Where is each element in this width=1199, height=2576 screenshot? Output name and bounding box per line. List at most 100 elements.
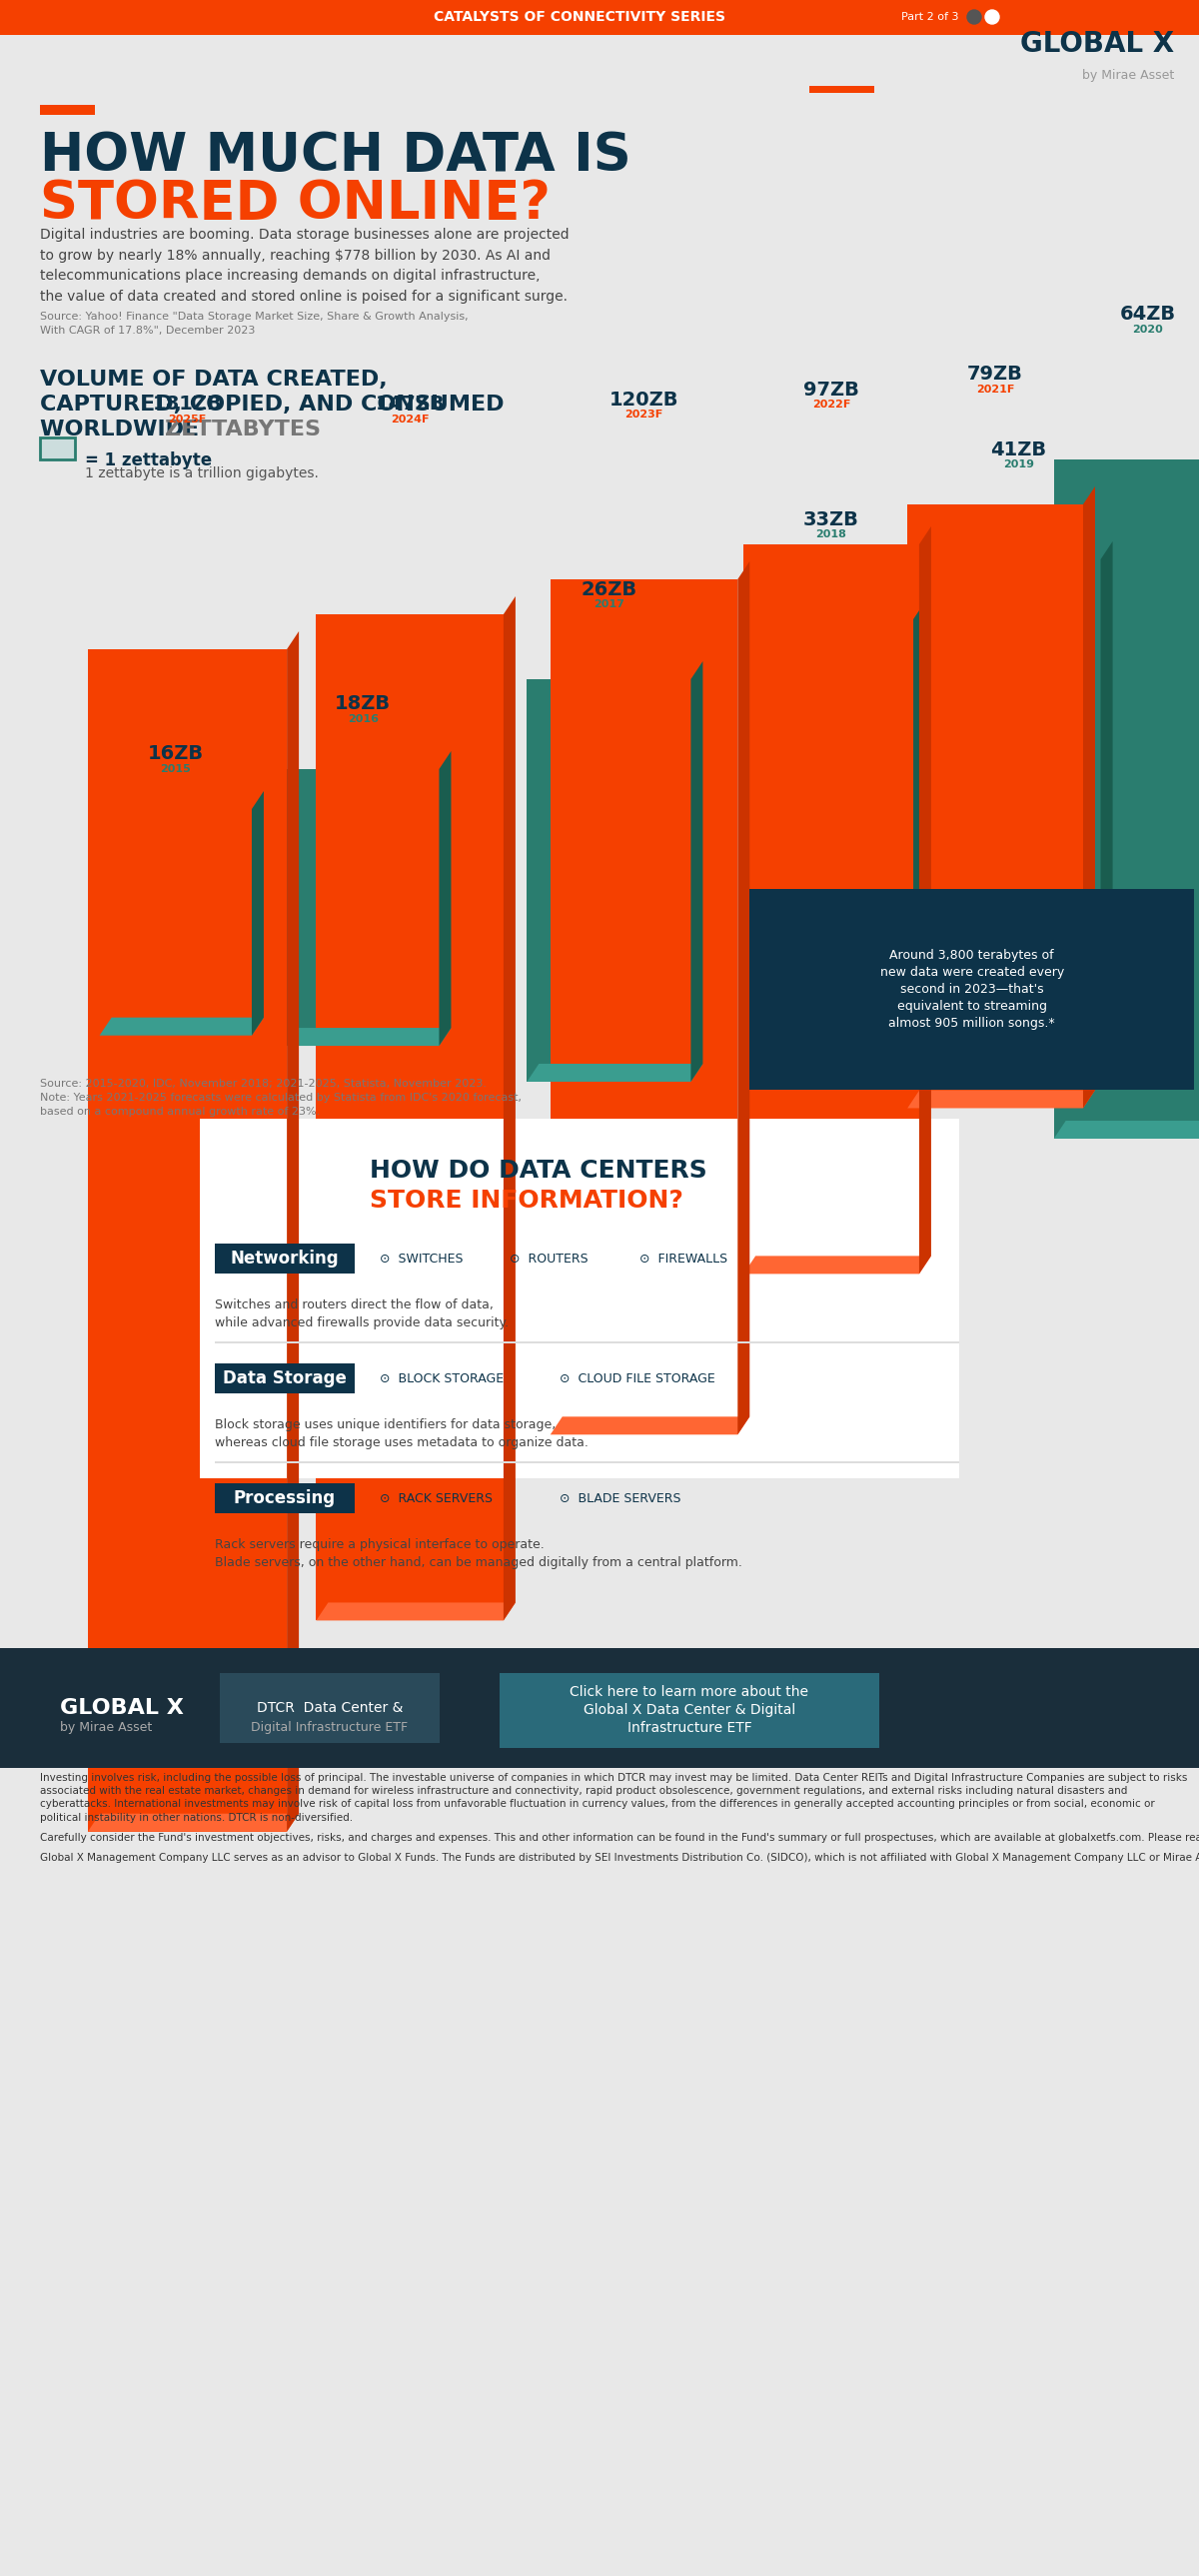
Polygon shape xyxy=(317,1602,516,1620)
Bar xyxy=(743,544,920,1275)
Bar xyxy=(287,770,439,1046)
Bar xyxy=(88,649,287,1832)
Polygon shape xyxy=(737,562,749,1435)
Text: 2017: 2017 xyxy=(594,600,625,611)
Bar xyxy=(500,1672,879,1749)
Text: Processing: Processing xyxy=(234,1489,336,1507)
Text: = 1 zettabyte: = 1 zettabyte xyxy=(85,451,212,469)
Text: 18ZB: 18ZB xyxy=(335,696,391,714)
Bar xyxy=(40,438,74,459)
Text: Switches and routers direct the flow of data,
while advanced firewalls provide d: Switches and routers direct the flow of … xyxy=(215,1298,508,1329)
Polygon shape xyxy=(908,1090,1095,1108)
Text: 26ZB: 26ZB xyxy=(580,580,637,598)
Bar xyxy=(550,580,737,1435)
Text: Rack servers require a physical interface to operate.
Blade servers, on the othe: Rack servers require a physical interfac… xyxy=(215,1538,742,1569)
Circle shape xyxy=(986,10,999,23)
Text: 33ZB: 33ZB xyxy=(803,510,860,528)
Text: Investing involves risk, including the possible loss of principal. The investabl: Investing involves risk, including the p… xyxy=(40,1772,1187,1821)
Polygon shape xyxy=(1083,487,1095,1108)
Text: 2025F: 2025F xyxy=(168,415,206,425)
Text: Networking: Networking xyxy=(230,1249,339,1267)
Text: Digital Infrastructure ETF: Digital Infrastructure ETF xyxy=(252,1721,408,1734)
Text: 2022F: 2022F xyxy=(812,399,850,410)
Polygon shape xyxy=(1101,541,1113,1061)
Polygon shape xyxy=(252,791,264,1036)
Polygon shape xyxy=(920,526,932,1275)
Circle shape xyxy=(968,10,981,23)
Text: Data Storage: Data Storage xyxy=(223,1370,347,1388)
Text: GLOBAL X: GLOBAL X xyxy=(60,1698,183,1718)
Polygon shape xyxy=(743,1257,932,1275)
Text: Source: 2015-2020, IDC, November 2018; 2021-2025, Statista, November 2023.
Note:: Source: 2015-2020, IDC, November 2018; 2… xyxy=(40,1079,522,1118)
Text: STORE INFORMATION?: STORE INFORMATION? xyxy=(369,1188,683,1213)
Bar xyxy=(200,1118,959,1479)
Text: Around 3,800 terabytes of
new data were created every
second in 2023—that's
equi: Around 3,800 terabytes of new data were … xyxy=(880,948,1064,1030)
Bar xyxy=(749,618,914,1072)
Text: 181ZB: 181ZB xyxy=(152,394,222,415)
Text: VOLUME OF DATA CREATED,: VOLUME OF DATA CREATED, xyxy=(40,368,387,389)
Bar xyxy=(0,0,1199,36)
Polygon shape xyxy=(526,1064,703,1082)
Text: by Mirae Asset: by Mirae Asset xyxy=(1081,70,1174,82)
Polygon shape xyxy=(88,1814,299,1832)
Polygon shape xyxy=(691,662,703,1082)
Text: 97ZB: 97ZB xyxy=(803,381,860,399)
Text: ⊙  FIREWALLS: ⊙ FIREWALLS xyxy=(639,1252,728,1265)
Text: 120ZB: 120ZB xyxy=(609,389,679,410)
Polygon shape xyxy=(439,752,451,1046)
Text: by Mirae Asset: by Mirae Asset xyxy=(60,1721,152,1734)
Text: 2015: 2015 xyxy=(161,765,191,775)
Text: 16ZB: 16ZB xyxy=(147,744,204,762)
Polygon shape xyxy=(287,1028,451,1046)
Polygon shape xyxy=(287,631,299,1832)
Polygon shape xyxy=(504,595,516,1620)
Bar xyxy=(100,809,252,1036)
Text: Block storage uses unique identifiers for data storage,
whereas cloud file stora: Block storage uses unique identifiers fo… xyxy=(215,1419,589,1450)
Bar xyxy=(215,1363,355,1394)
Text: 2020: 2020 xyxy=(1132,325,1163,335)
Text: 64ZB: 64ZB xyxy=(1120,304,1175,325)
Bar xyxy=(40,106,95,116)
Text: 2024F: 2024F xyxy=(391,415,429,425)
Bar xyxy=(219,1672,440,1744)
Text: 2023F: 2023F xyxy=(625,410,663,420)
Text: DTCR  Data Center &: DTCR Data Center & xyxy=(257,1700,403,1716)
Text: ⊙  ROUTERS: ⊙ ROUTERS xyxy=(510,1252,589,1265)
Text: WORLDWIDE: WORLDWIDE xyxy=(40,420,206,440)
Text: Carefully consider the Fund's investment objectives, risks, and charges and expe: Carefully consider the Fund's investment… xyxy=(40,1834,1199,1842)
Bar xyxy=(809,85,874,93)
Bar xyxy=(215,1244,355,1273)
Text: 2019: 2019 xyxy=(1004,459,1035,469)
Bar xyxy=(1054,459,1199,1139)
Text: STORED ONLINE?: STORED ONLINE? xyxy=(40,178,550,229)
Text: 41ZB: 41ZB xyxy=(990,440,1047,459)
Polygon shape xyxy=(936,1043,1113,1061)
Text: Source: Yahoo! Finance "Data Storage Market Size, Share & Growth Analysis,
With : Source: Yahoo! Finance "Data Storage Mar… xyxy=(40,312,469,335)
Text: Click here to learn more about the
Global X Data Center & Digital
Infrastructure: Click here to learn more about the Globa… xyxy=(570,1685,809,1736)
Polygon shape xyxy=(749,1054,926,1072)
Text: 1 zettabyte is a trillion gigabytes.: 1 zettabyte is a trillion gigabytes. xyxy=(85,466,319,482)
Bar xyxy=(908,505,1083,1108)
Bar xyxy=(317,613,504,1620)
Text: 147ZB: 147ZB xyxy=(375,394,445,415)
Text: HOW DO DATA CENTERS: HOW DO DATA CENTERS xyxy=(369,1159,707,1182)
Text: ⊙  SWITCHES: ⊙ SWITCHES xyxy=(380,1252,463,1265)
Bar xyxy=(0,1649,1199,1767)
Text: Part 2 of 3: Part 2 of 3 xyxy=(902,13,959,23)
Text: 2021F: 2021F xyxy=(976,384,1014,394)
Text: HOW MUCH DATA IS: HOW MUCH DATA IS xyxy=(40,129,650,183)
Text: CATALYSTS OF CONNECTIVITY SERIES: CATALYSTS OF CONNECTIVITY SERIES xyxy=(434,10,725,23)
Bar xyxy=(936,559,1101,1061)
Text: CAPTURED, COPIED, AND CONSUMED: CAPTURED, COPIED, AND CONSUMED xyxy=(40,394,504,415)
Text: 79ZB: 79ZB xyxy=(968,366,1023,384)
Text: ZETTABYTES: ZETTABYTES xyxy=(165,420,321,440)
Text: ⊙  RACK SERVERS: ⊙ RACK SERVERS xyxy=(380,1492,493,1504)
Bar xyxy=(215,1484,355,1512)
Text: Global X Management Company LLC serves as an advisor to Global X Funds. The Fund: Global X Management Company LLC serves a… xyxy=(40,1852,1199,1862)
Bar xyxy=(526,680,691,1082)
Text: 2018: 2018 xyxy=(815,531,846,538)
Bar xyxy=(749,889,1194,1090)
Text: ⊙  CLOUD FILE STORAGE: ⊙ CLOUD FILE STORAGE xyxy=(560,1373,715,1386)
Text: 2016: 2016 xyxy=(348,714,379,724)
Circle shape xyxy=(1004,10,1017,23)
